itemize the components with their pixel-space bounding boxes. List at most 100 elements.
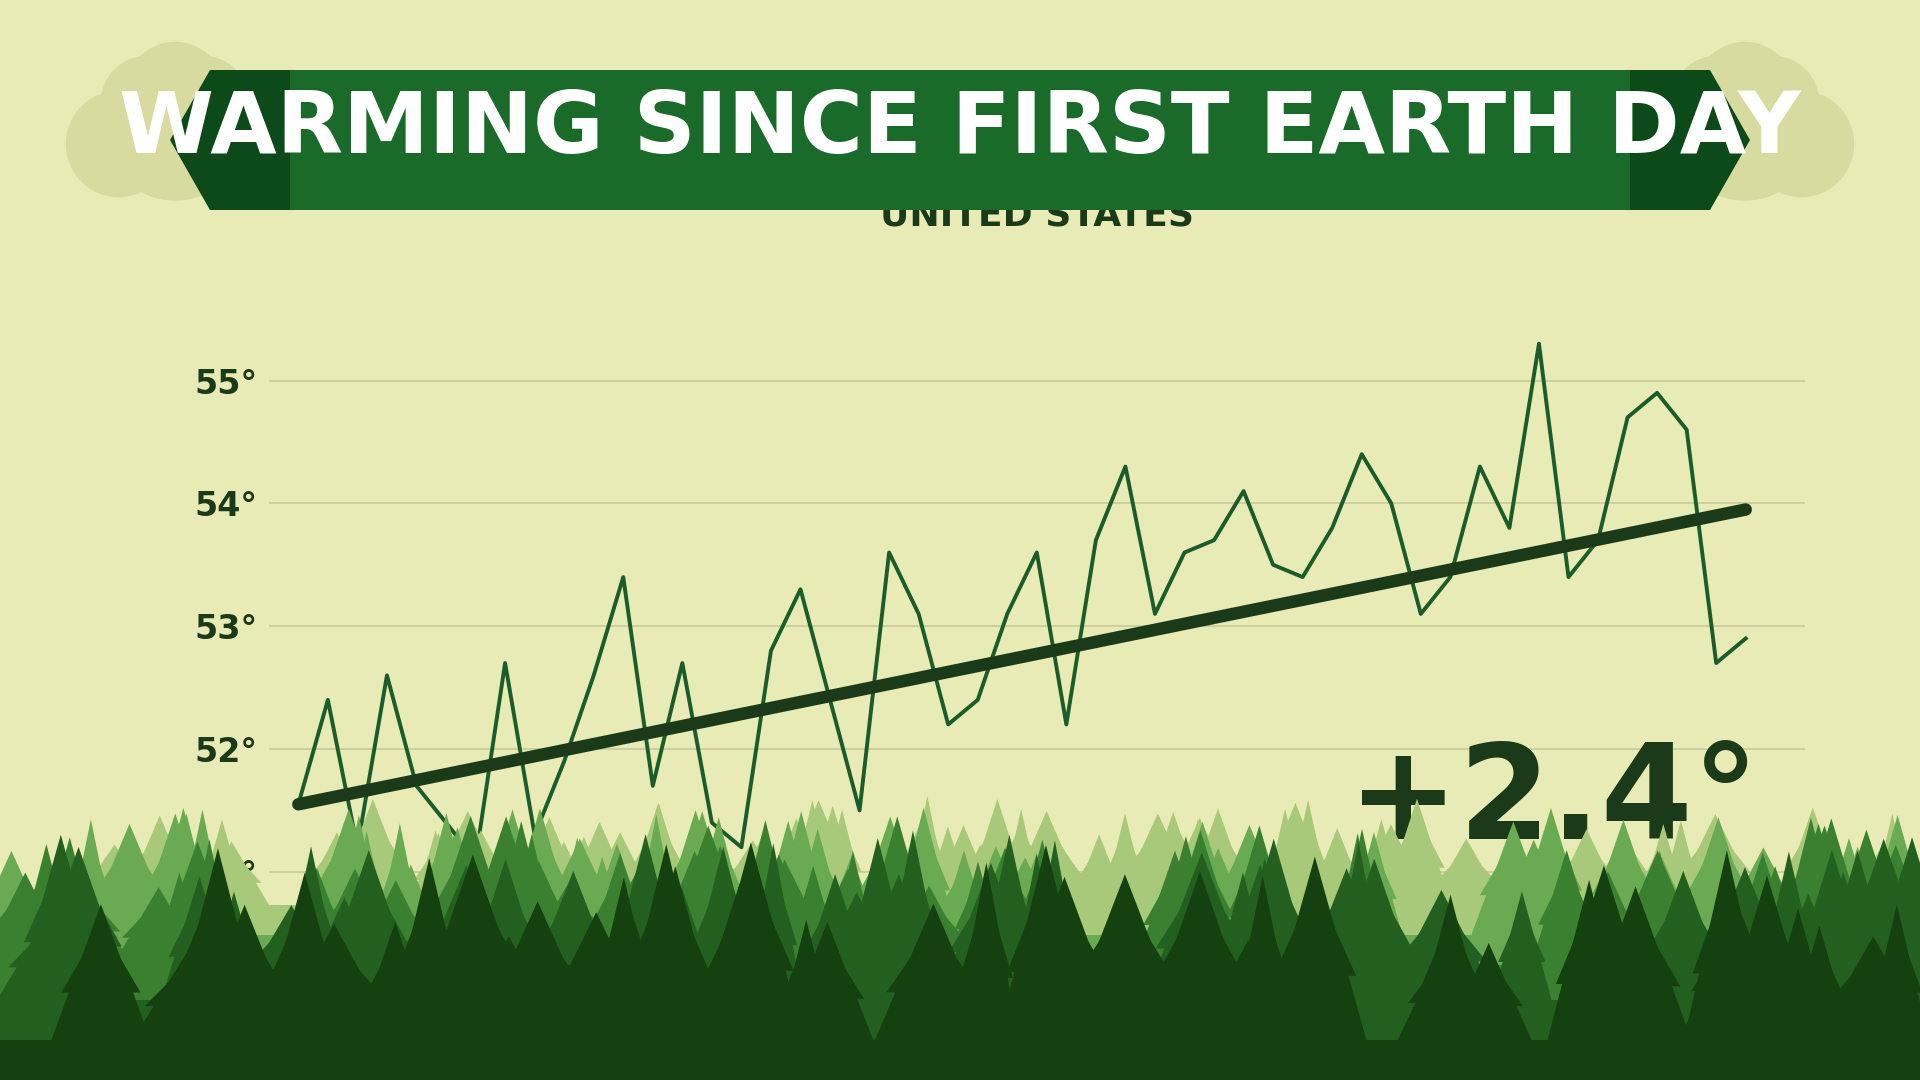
Polygon shape	[1872, 813, 1914, 905]
Polygon shape	[161, 876, 238, 1000]
Polygon shape	[555, 837, 612, 905]
Polygon shape	[820, 856, 881, 935]
Polygon shape	[1231, 877, 1309, 966]
Polygon shape	[591, 843, 649, 879]
Polygon shape	[382, 840, 419, 895]
Polygon shape	[1263, 809, 1308, 905]
Polygon shape	[1407, 950, 1490, 1003]
Polygon shape	[952, 863, 1020, 1040]
Polygon shape	[386, 858, 472, 1040]
Polygon shape	[405, 951, 463, 1003]
Circle shape	[1728, 56, 1818, 148]
Polygon shape	[774, 800, 864, 905]
Polygon shape	[438, 856, 492, 903]
Polygon shape	[584, 868, 622, 907]
Polygon shape	[1613, 899, 1686, 937]
Polygon shape	[52, 904, 150, 1040]
Polygon shape	[150, 858, 205, 886]
Polygon shape	[432, 825, 503, 873]
Polygon shape	[632, 819, 685, 869]
Polygon shape	[1645, 836, 1682, 877]
Polygon shape	[1267, 823, 1302, 872]
Polygon shape	[442, 831, 520, 905]
Polygon shape	[1876, 827, 1908, 873]
Polygon shape	[789, 880, 837, 930]
Polygon shape	[42, 856, 98, 920]
Polygon shape	[764, 819, 829, 905]
Polygon shape	[684, 847, 762, 1000]
Polygon shape	[415, 831, 457, 905]
Polygon shape	[420, 882, 524, 975]
Polygon shape	[1830, 850, 1903, 918]
Polygon shape	[246, 919, 336, 967]
Polygon shape	[770, 832, 824, 875]
Polygon shape	[1077, 845, 1121, 880]
Polygon shape	[71, 837, 109, 894]
Polygon shape	[513, 818, 588, 905]
Polygon shape	[1872, 862, 1920, 943]
Polygon shape	[1768, 928, 1828, 994]
Polygon shape	[1073, 900, 1177, 982]
Polygon shape	[1862, 864, 1920, 906]
Polygon shape	[630, 804, 689, 905]
Polygon shape	[434, 843, 482, 897]
Polygon shape	[156, 813, 217, 935]
Polygon shape	[589, 867, 689, 966]
Polygon shape	[1559, 892, 1647, 978]
Polygon shape	[409, 834, 468, 905]
Polygon shape	[1421, 917, 1480, 989]
Polygon shape	[651, 904, 712, 960]
Polygon shape	[204, 833, 242, 875]
Polygon shape	[157, 827, 209, 890]
Polygon shape	[169, 848, 267, 1040]
Polygon shape	[198, 820, 246, 905]
Polygon shape	[419, 917, 526, 1040]
Polygon shape	[785, 834, 851, 905]
Polygon shape	[376, 823, 422, 935]
Polygon shape	[83, 824, 177, 935]
Circle shape	[127, 42, 225, 140]
Polygon shape	[284, 869, 338, 946]
Polygon shape	[209, 908, 259, 962]
Polygon shape	[152, 841, 242, 966]
Polygon shape	[783, 866, 843, 966]
Polygon shape	[1156, 875, 1248, 948]
Polygon shape	[156, 917, 284, 1040]
Polygon shape	[420, 815, 520, 966]
Polygon shape	[1565, 872, 1651, 966]
Polygon shape	[15, 893, 63, 935]
Polygon shape	[424, 867, 484, 907]
Polygon shape	[1359, 836, 1423, 877]
Circle shape	[179, 92, 284, 197]
Polygon shape	[1663, 833, 1697, 875]
Polygon shape	[756, 821, 820, 935]
Polygon shape	[0, 935, 1920, 1080]
Polygon shape	[467, 839, 545, 913]
Polygon shape	[937, 850, 991, 935]
Polygon shape	[1592, 848, 1670, 905]
Polygon shape	[1306, 888, 1388, 954]
Polygon shape	[357, 954, 432, 1004]
Polygon shape	[1839, 863, 1920, 944]
Polygon shape	[599, 881, 680, 931]
Polygon shape	[540, 851, 588, 882]
Polygon shape	[1778, 808, 1847, 905]
Polygon shape	[1548, 880, 1630, 1040]
Polygon shape	[1233, 859, 1298, 1000]
Polygon shape	[1726, 861, 1801, 904]
Polygon shape	[388, 875, 434, 910]
Polygon shape	[161, 860, 234, 921]
Polygon shape	[417, 855, 492, 935]
Polygon shape	[1661, 910, 1720, 963]
Polygon shape	[1774, 818, 1847, 966]
Polygon shape	[1238, 890, 1302, 934]
Polygon shape	[1242, 924, 1319, 969]
Polygon shape	[1853, 852, 1920, 935]
Polygon shape	[580, 892, 664, 1040]
Polygon shape	[1290, 815, 1327, 868]
Text: +2.4°: +2.4°	[1348, 739, 1759, 866]
Polygon shape	[1352, 824, 1430, 905]
Polygon shape	[317, 850, 420, 1000]
Polygon shape	[803, 893, 868, 956]
Polygon shape	[1219, 899, 1284, 937]
